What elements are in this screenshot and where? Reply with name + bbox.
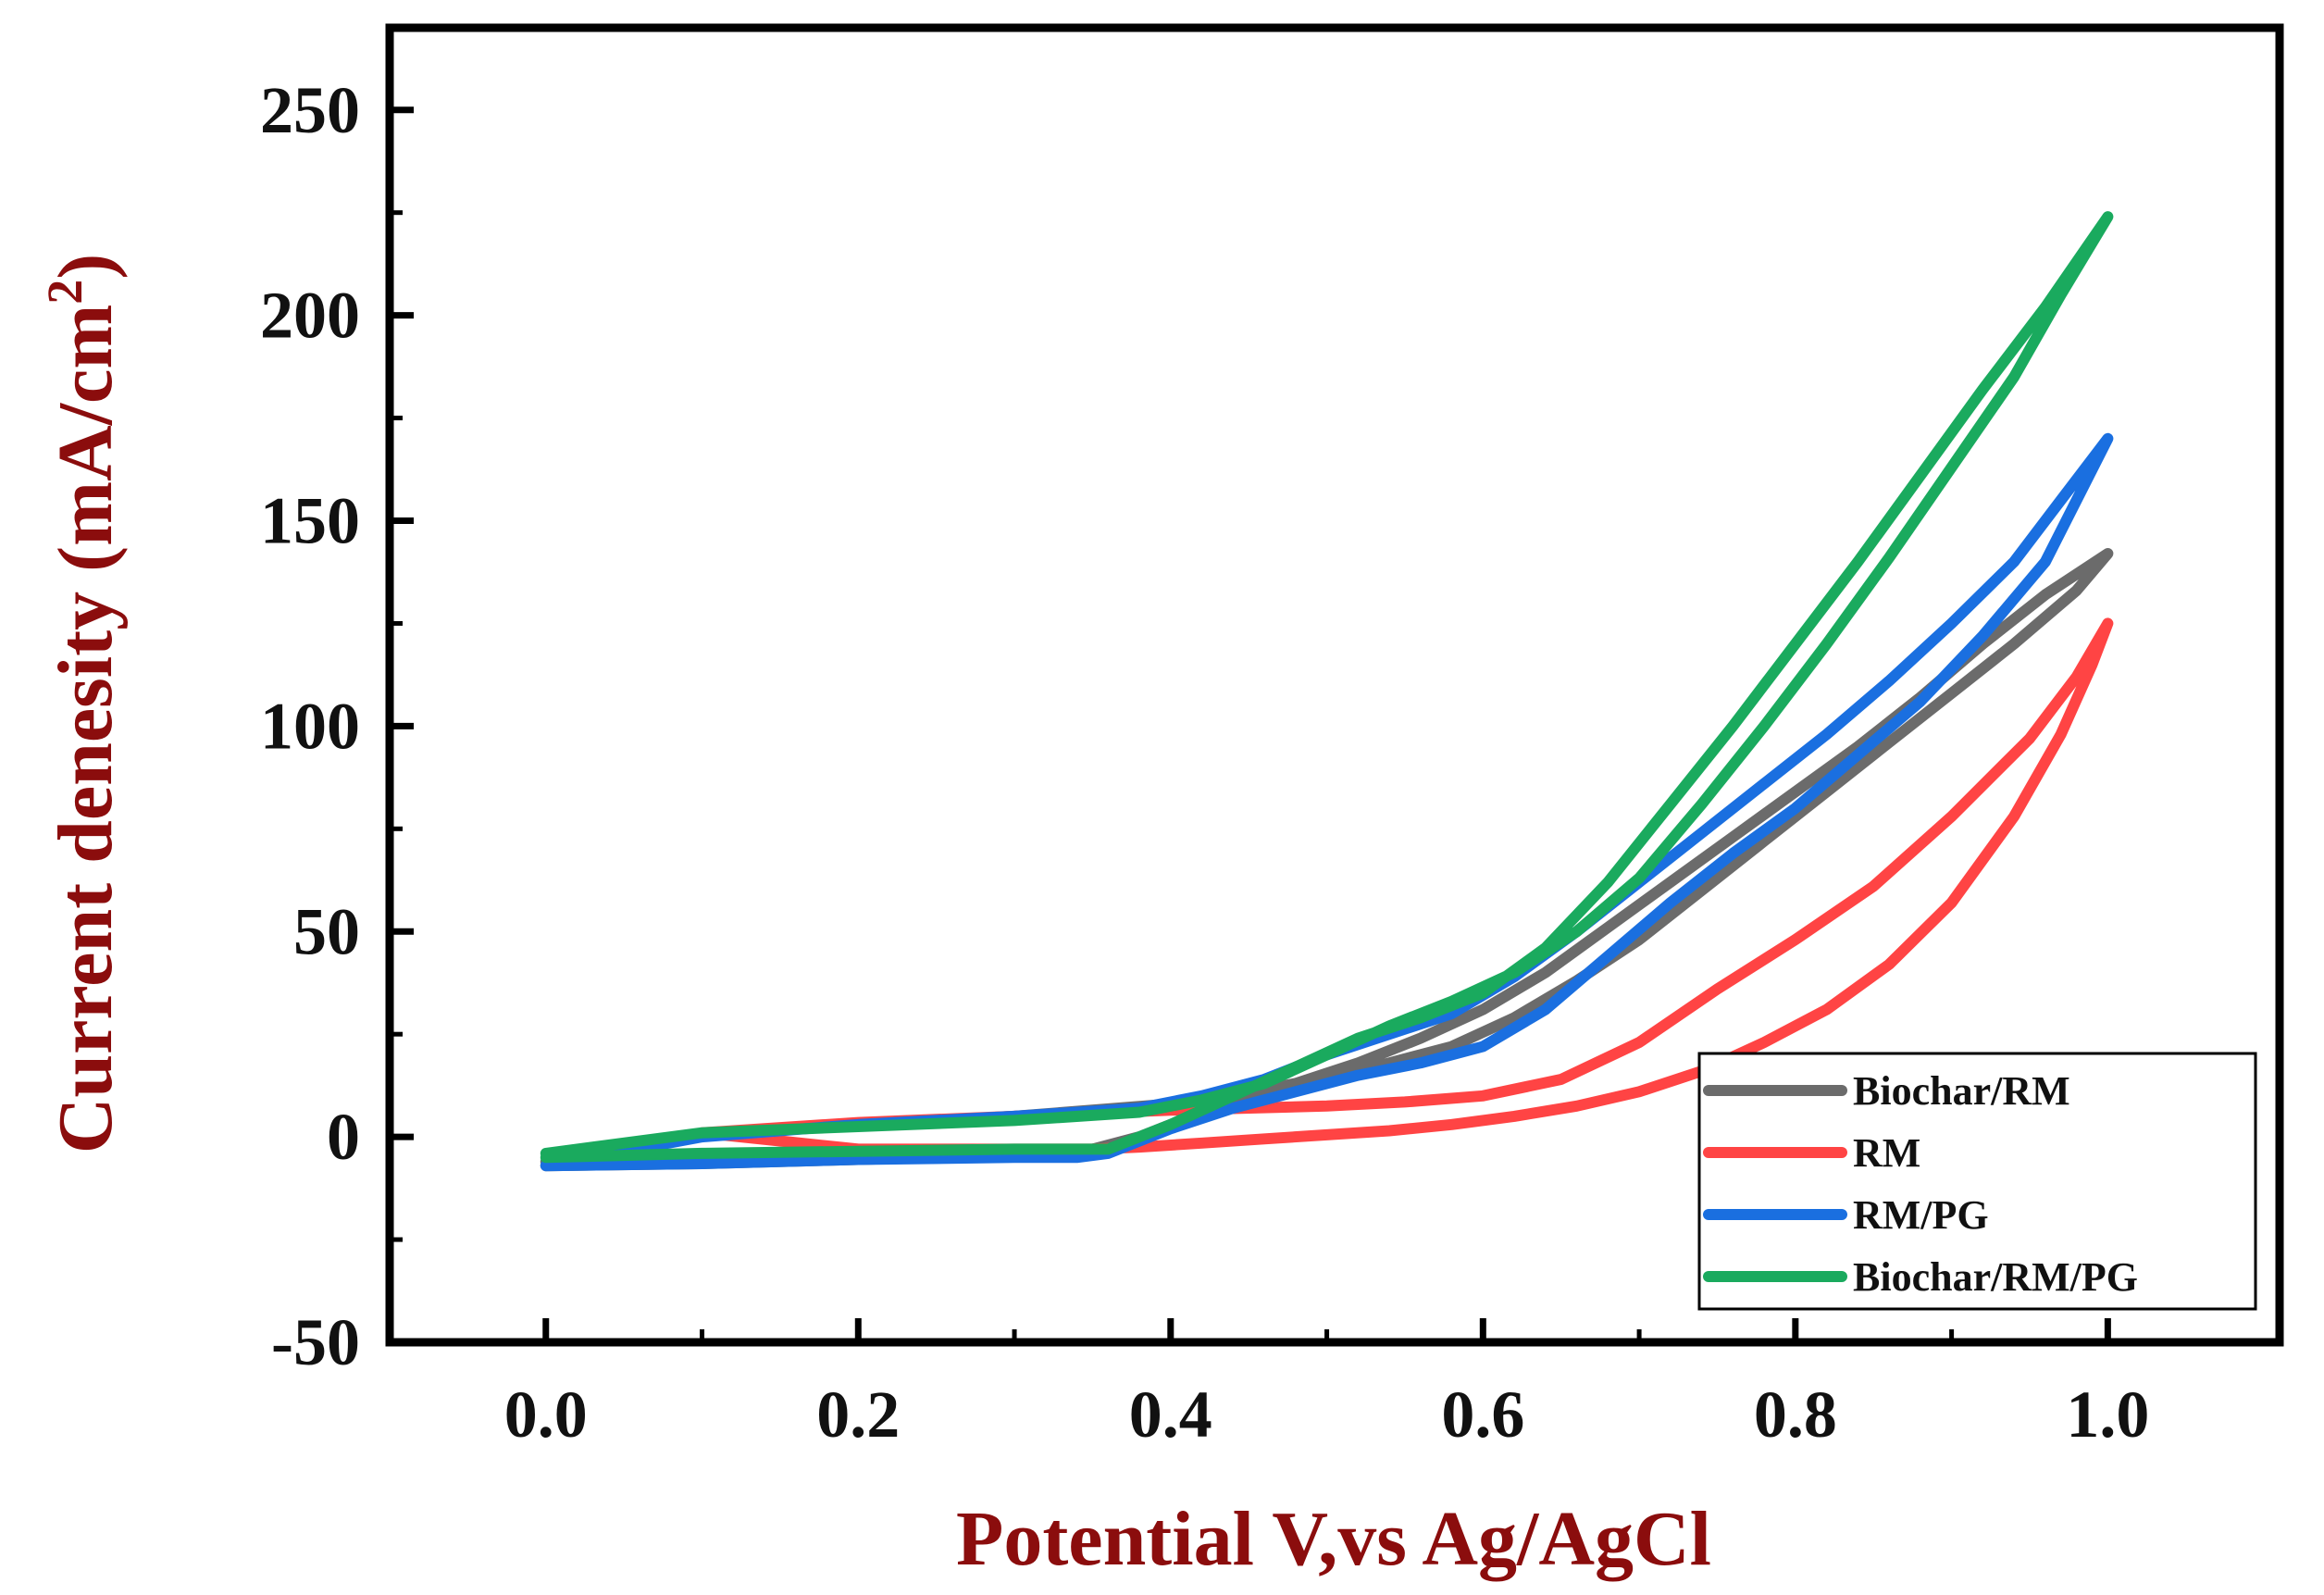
y-tick-label-0: -50 [271, 1305, 360, 1379]
y-tick-label-3: 100 [260, 689, 360, 763]
tick-labels-layer: 0.0 0.2 0.4 0.6 0.8 1.0 -50 0 50 100 150 200 250 [260, 73, 2149, 1452]
y-tick-label-5: 200 [260, 279, 360, 353]
legend-label-biochar-rm: Biochar/RM [1853, 1068, 2070, 1114]
y-tick-label-4: 150 [260, 484, 360, 558]
x-axis-title: Potential V,vs Ag/AgCl [956, 1496, 1711, 1582]
legend-label-rm-pg: RM/PG [1853, 1192, 1989, 1238]
y-tick-label-2: 50 [293, 894, 360, 968]
y-axis-title-superscript: 2 [37, 280, 93, 305]
series-line-rm [696, 617, 2114, 1155]
y-tick-label-6: 250 [260, 73, 360, 147]
y-axis-title-main: Current denesity (mA/cm [43, 305, 129, 1154]
x-tick-label-1: 0.2 [816, 1377, 900, 1452]
legend-label-rm: RM [1853, 1130, 1920, 1176]
x-tick-label-5: 1.0 [2066, 1377, 2149, 1452]
x-tick-label-0: 0.0 [504, 1377, 588, 1452]
series-line-biochar-rm-pg [540, 211, 2114, 1164]
y-tick-label-1: 0 [327, 1100, 360, 1174]
legend-label-biochar-rm-pg: Biochar/RM/PG [1853, 1254, 2138, 1300]
series-layer [540, 211, 2114, 1172]
x-tick-label-2: 0.4 [1129, 1377, 1212, 1452]
x-tick-label-3: 0.6 [1441, 1377, 1524, 1452]
legend-entries: Biochar/RM RM RM/PG Biochar/RM/PG [1703, 1068, 2138, 1300]
x-tick-label-4: 0.8 [1754, 1377, 1837, 1452]
y-axis-title: Current denesity (mA/cm2) [37, 254, 129, 1154]
legend: Biochar/RM RM RM/PG Biochar/RM/PG [1697, 1052, 2257, 1311]
plot-frame [385, 23, 2284, 1347]
y-axis-title-close: ) [43, 254, 129, 280]
